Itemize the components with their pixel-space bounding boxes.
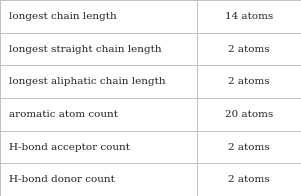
Text: 20 atoms: 20 atoms [225,110,273,119]
Text: longest chain length: longest chain length [9,12,117,21]
Text: H-bond donor count: H-bond donor count [9,175,115,184]
Text: aromatic atom count: aromatic atom count [9,110,118,119]
Text: 2 atoms: 2 atoms [228,175,270,184]
Text: 2 atoms: 2 atoms [228,77,270,86]
Text: 2 atoms: 2 atoms [228,44,270,54]
Text: longest aliphatic chain length: longest aliphatic chain length [9,77,166,86]
Text: 14 atoms: 14 atoms [225,12,273,21]
Text: H-bond acceptor count: H-bond acceptor count [9,142,130,152]
Text: longest straight chain length: longest straight chain length [9,44,162,54]
Text: 2 atoms: 2 atoms [228,142,270,152]
